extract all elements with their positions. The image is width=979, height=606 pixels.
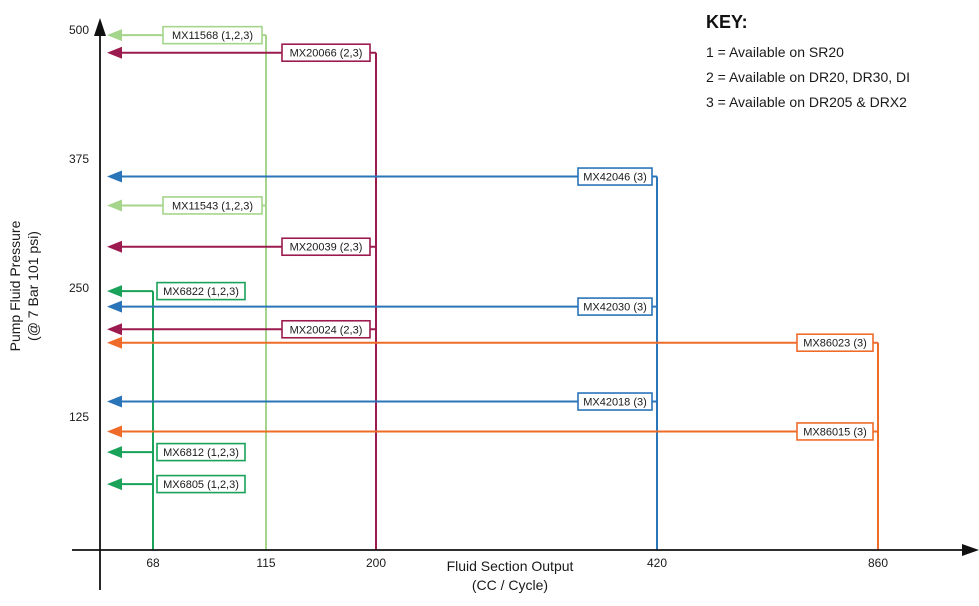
y-tick-label: 250	[69, 281, 89, 295]
key-line-2: 2 = Available on DR20, DR30, DI	[706, 69, 910, 85]
series-label: MX20039 (2,3)	[290, 242, 363, 254]
series-arrowhead	[107, 46, 122, 59]
series-label-box	[156, 281, 246, 301]
series-label-box	[577, 167, 653, 186]
x-tick-label: 68	[146, 556, 160, 570]
series-label-box	[162, 196, 263, 215]
series-label-box	[281, 237, 371, 257]
y-tick-label: 500	[69, 23, 89, 37]
series-arrowhead	[107, 300, 122, 313]
series-label-box	[156, 442, 246, 462]
series-label: MX86023 (3)	[803, 338, 867, 350]
y-tick-label: 375	[69, 152, 89, 166]
series-group: MX86015 (3)	[107, 422, 879, 550]
x-axis-title-line-2: (CC / Cycle)	[472, 577, 548, 593]
y-axis-title-line-1: Pump Fluid Pressure	[7, 220, 23, 351]
series-group: MX6822 (1,2,3)	[107, 281, 246, 550]
series-arrowhead	[107, 323, 122, 336]
key-legend: KEY: 1 = Available on SR20 2 = Available…	[706, 12, 910, 110]
x-tick-label: 200	[366, 556, 386, 570]
series-arrowhead	[107, 29, 122, 42]
series-arrowhead	[107, 336, 122, 349]
key-line-3: 3 = Available on DR205 & DRX2	[706, 94, 907, 110]
series-arrowhead	[107, 170, 122, 183]
series-label-box	[577, 297, 653, 316]
series-arrowhead	[107, 395, 122, 408]
ticks-layer: 68 115 200 420 860 125 250 375 500	[69, 23, 888, 570]
series-label: MX42018 (3)	[583, 397, 647, 409]
x-axis-arrowhead	[962, 544, 979, 556]
series-arrowhead	[107, 285, 122, 298]
series-group: MX20039 (2,3)	[107, 237, 377, 550]
series-label-box	[796, 422, 874, 441]
x-tick-label: 115	[256, 556, 275, 570]
series-label-box	[156, 474, 246, 494]
series-arrowhead	[107, 425, 122, 438]
y-axis-title-line-2: (@ 7 Bar 101 psi)	[25, 231, 41, 341]
series-label: MX11543 (1,2,3)	[172, 200, 253, 212]
series-group: MX11543 (1,2,3)	[107, 196, 267, 550]
series-label: MX86015 (3)	[803, 426, 867, 438]
key-title: KEY:	[706, 12, 748, 32]
series-label-box	[281, 43, 371, 63]
series-group: MX6805 (1,2,3)	[107, 474, 246, 550]
series-label-box	[796, 333, 874, 352]
series-group: MX42018 (3)	[107, 392, 658, 550]
series-label-box	[281, 319, 371, 339]
x-axis-title: Fluid Section Output (CC / Cycle)	[447, 558, 574, 593]
y-tick-label: 125	[69, 410, 89, 424]
series-arrowhead	[107, 240, 122, 253]
x-tick-label: 420	[647, 556, 667, 570]
series-arrowhead	[107, 446, 122, 459]
series-label-box	[162, 25, 263, 45]
series-label: MX42046 (3)	[583, 172, 647, 184]
series-label: MX6812 (1,2,3)	[163, 447, 239, 459]
key-line-1: 1 = Available on SR20	[706, 44, 844, 60]
x-axis-title-line-1: Fluid Section Output	[447, 558, 574, 574]
y-axis-arrowhead	[94, 18, 106, 36]
series-group: MX42030 (3)	[107, 297, 658, 550]
series-label: MX20024 (2,3)	[290, 324, 363, 336]
series-label-box	[577, 392, 653, 411]
series-label: MX11568 (1,2,3)	[172, 30, 253, 42]
axes-layer	[72, 18, 979, 590]
series-arrowhead	[107, 199, 122, 212]
series-group: MX6812 (1,2,3)	[107, 442, 246, 550]
series-group: MX86023 (3)	[107, 333, 879, 550]
series-label: MX42030 (3)	[583, 302, 647, 314]
series-label: MX6805 (1,2,3)	[163, 479, 239, 491]
x-tick-label: 860	[868, 556, 888, 570]
y-axis-title: Pump Fluid Pressure (@ 7 Bar 101 psi)	[7, 220, 41, 351]
series-label: MX6822 (1,2,3)	[163, 286, 239, 298]
series-group: MX20024 (2,3)	[107, 319, 377, 550]
series-label: MX20066 (2,3)	[290, 48, 363, 60]
series-layer: MX11568 (1,2,3) MX20066 (2,3) MX42046 (3) M…	[107, 25, 879, 550]
series-arrowhead	[107, 478, 122, 491]
